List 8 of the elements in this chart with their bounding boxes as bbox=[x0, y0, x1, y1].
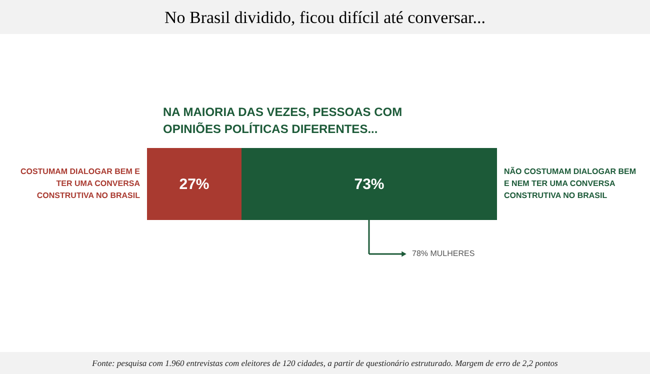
source-note: Fonte: pesquisa com 1.960 entrevistas com eleitores de 120 cidades, a partir de questionário estruturado. Margem de erro de 2,2 pontos bbox=[91, 358, 559, 368]
text: 78% MULHERES bbox=[412, 249, 475, 258]
series-label: COSTUMAM DIALOGAR BEM E TER UMA CONVERSA CONSTRUTIVA NO BRASIL bbox=[20, 167, 141, 200]
data-label: 73% bbox=[354, 176, 384, 193]
series-label: NÃO COSTUMAM DIALOGAR BEM E NEM TER UMA CONVERSA CONSTRUTIVA NO BRASIL bbox=[504, 166, 636, 200]
data-label: 27% bbox=[179, 176, 210, 193]
chart-subtitle: NA MAIORIA DAS VEZES, PESSOAS COM OPINIÕES POLÍTICAS DIFERENTES... bbox=[163, 105, 402, 136]
chart-title: No Brasil dividido, ficou difícil até conversar... bbox=[164, 8, 486, 27]
